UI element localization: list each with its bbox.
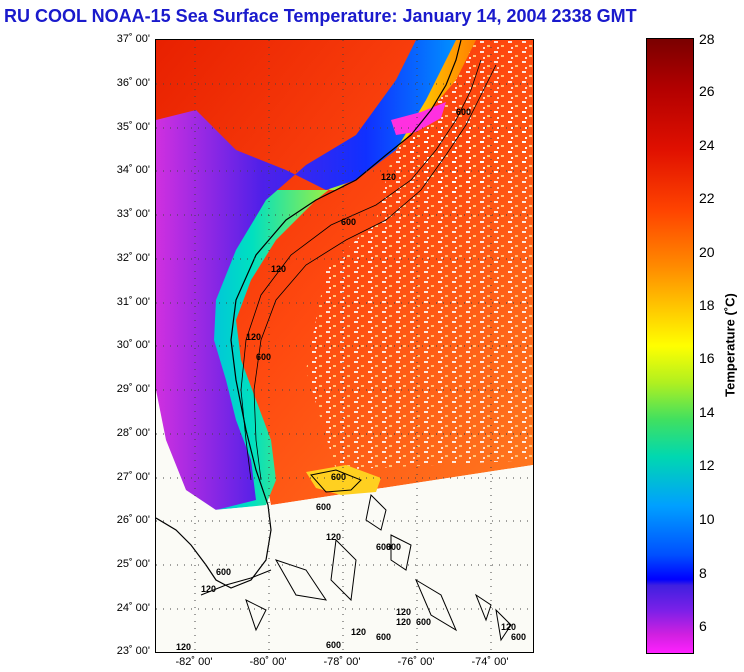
isobath-label: 120 (396, 607, 411, 617)
colorbar-tick: 8 (699, 565, 707, 581)
coastline (156, 40, 462, 589)
sst-map-svg: 120 600 120 600 120 600 600 120 600 120 … (156, 40, 533, 652)
isobath-label: 600 (511, 632, 526, 642)
map-title: RU COOL NOAA-15 Sea Surface Temperature:… (4, 6, 637, 26)
isobath-label: 120 (351, 627, 366, 637)
colorbar-tick: 26 (699, 83, 715, 99)
bahamas-islands (245, 469, 512, 642)
colorbar-label: Temperature (˚C) (722, 293, 738, 397)
lat-label: 29˚ 00' (116, 383, 150, 395)
lat-label: 32˚ 00' (116, 252, 150, 264)
colorbar-tick: 16 (699, 350, 715, 366)
colorbar-tick: 6 (699, 618, 707, 634)
lat-label: 30˚ 00' (116, 339, 150, 351)
isobath-label: 600 (331, 472, 346, 482)
lat-label: 35˚ 00' (116, 121, 150, 133)
sst-map[interactable]: 120 600 120 600 120 600 600 120 600 120 … (155, 39, 534, 653)
lat-label: 31˚ 00' (116, 296, 150, 308)
isobath-label: 120 (246, 332, 261, 342)
isobath-label: 600 (326, 640, 341, 650)
isobath-label: 600 (256, 352, 271, 362)
isobath-label: 120 (271, 264, 286, 274)
isobath-label: 120 (501, 622, 516, 632)
lat-label: 27˚ 00' (116, 471, 150, 483)
isobath-label: 600 (216, 567, 231, 577)
colorbar-tick: 20 (699, 244, 715, 260)
southern-blank-region (156, 465, 533, 652)
lat-label: 37˚ 00' (116, 33, 150, 45)
lat-label: 26˚ 00' (116, 514, 150, 526)
isobath-label: 120 (326, 532, 341, 542)
colorbar-tick: 10 (699, 511, 715, 527)
colorbar-tick: 18 (699, 297, 715, 313)
lat-label: 23˚ 00' (116, 645, 150, 657)
lat-label: 33˚ 00' (116, 208, 150, 220)
isobath-label: 120 (396, 617, 411, 627)
isobath-label: 600 (316, 502, 331, 512)
shelf-water (156, 40, 476, 510)
isobath-label: 120 (176, 642, 191, 652)
isobath-label: 600 (416, 617, 431, 627)
florida-keys (200, 569, 272, 596)
isobath-label: 600 (376, 632, 391, 642)
colorbar-tick: 14 (699, 404, 715, 420)
isobath-label: 600 (376, 542, 391, 552)
colorbar-tick: 12 (699, 457, 715, 473)
temperature-colorbar (646, 38, 694, 654)
isobath-label: 120 (201, 584, 216, 594)
lon-label: -78˚ 00' (323, 656, 361, 668)
isobath-label: 120 (381, 172, 396, 182)
lat-label: 36˚ 00' (116, 77, 150, 89)
lon-label: -82˚ 00' (175, 656, 213, 668)
pamlico-sound (391, 102, 446, 135)
isobath-label: 600 (456, 107, 471, 117)
isobath-label: 600 (341, 217, 356, 227)
isobath-label: 600 (386, 542, 401, 552)
colorbar-tick: 22 (699, 190, 715, 206)
inland-cold-region (156, 40, 456, 510)
lon-label: -74˚ 00' (471, 656, 509, 668)
lat-label: 25˚ 00' (116, 558, 150, 570)
colorbar-tick: 28 (699, 31, 715, 47)
lat-label: 28˚ 00' (116, 427, 150, 439)
isobath-labels: 120 600 120 600 120 600 600 120 600 120 … (176, 107, 526, 652)
lon-label: -80˚ 00' (249, 656, 287, 668)
lon-label: -76˚ 00' (397, 656, 435, 668)
lat-label: 34˚ 00' (116, 164, 150, 176)
lat-label: 24˚ 00' (116, 602, 150, 614)
cloud-cover (306, 100, 533, 470)
colorbar-tick: 24 (699, 137, 715, 153)
